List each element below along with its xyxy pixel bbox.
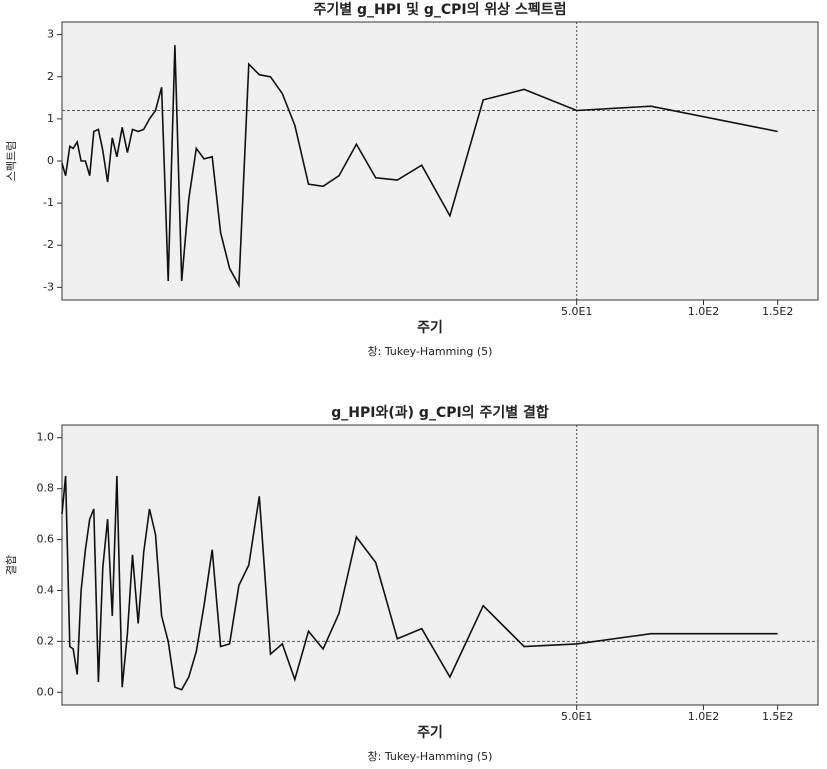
chart-title: g_HPI와(과) g_CPI의 주기별 결합	[331, 404, 549, 421]
y-tick-label: 0.2	[37, 634, 55, 647]
footnote: 창: Tukey-Hamming (5)	[368, 750, 493, 763]
x-tick-label: 1.0E2	[688, 710, 719, 723]
y-tick-label: -1	[43, 196, 54, 209]
y-tick-label: 1.0	[37, 431, 55, 444]
y-tick-label: 1	[47, 112, 54, 125]
y-axis-label: 스펙트럼	[5, 141, 18, 181]
footnote: 창: Tukey-Hamming (5)	[368, 345, 493, 358]
y-tick-label: 0.4	[37, 583, 55, 596]
x-tick-label: 5.0E1	[561, 710, 592, 723]
data-line	[61, 475, 778, 691]
chart-title: 주기별 g_HPI 및 g_CPI의 위상 스펙트럼	[313, 1, 566, 18]
y-tick-label: 3	[47, 28, 54, 41]
plot-area	[61, 21, 819, 301]
y-axis-label: 결합	[5, 555, 18, 575]
y-tick-label: -2	[43, 238, 54, 251]
y-tick-label: 0.0	[37, 685, 55, 698]
x-tick-label: 1.5E2	[762, 710, 793, 723]
x-tick-label: 1.0E2	[688, 305, 719, 318]
y-tick-label: 0	[47, 154, 54, 167]
plot-area	[61, 424, 819, 706]
y-tick-label: 0.6	[37, 533, 55, 546]
x-axis-label: 주기	[417, 725, 443, 741]
y-tick-label: 2	[47, 70, 54, 83]
x-tick-label: 1.5E2	[762, 305, 793, 318]
x-tick-label: 5.0E1	[561, 305, 592, 318]
data-line	[61, 45, 778, 289]
y-tick-label: 0.8	[37, 482, 55, 495]
x-axis-label: 주기	[417, 320, 443, 336]
y-tick-label: -3	[43, 280, 54, 293]
